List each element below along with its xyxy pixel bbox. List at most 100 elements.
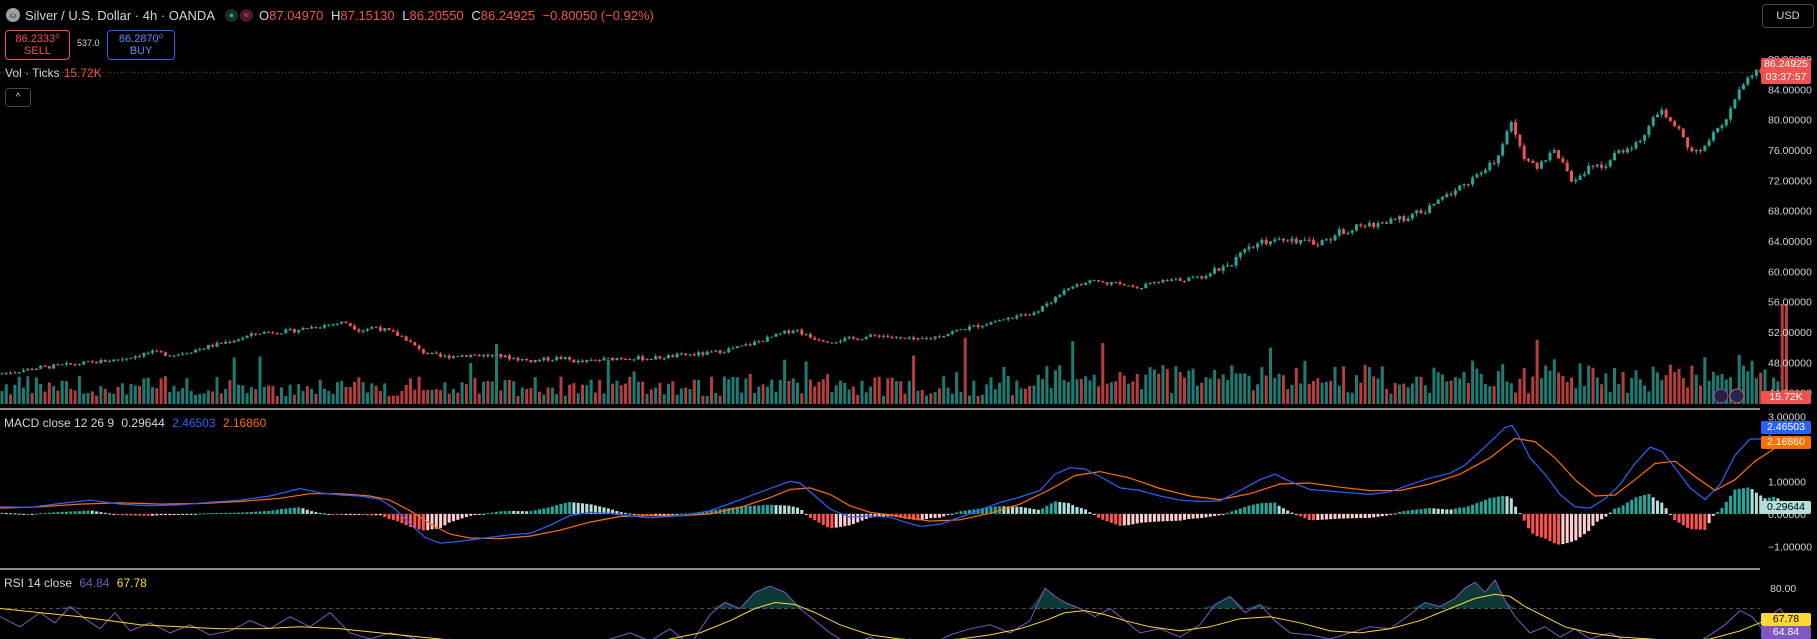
volume-bar [1449,380,1453,404]
macd-histogram-bar [1355,513,1358,519]
volume-bar [877,376,881,404]
candle-body [1686,137,1690,148]
macd-histogram-bar [1006,506,1010,514]
candle-body [447,355,451,359]
macd-legend[interactable]: MACD close 12 26 9 0.29644 2.46503 2.168… [4,416,267,430]
volume-bar [86,392,90,404]
macd-histogram-bar [206,513,210,515]
volume-bar [456,392,460,404]
volume-bar [335,382,339,404]
volume-bar [1630,378,1634,404]
macd-histogram-bar [56,512,60,514]
candle-body [937,336,941,338]
macd-histogram-bar [39,513,43,515]
us-flag-icon [1729,388,1745,404]
buy-button[interactable]: 86.2870⁰ BUY [107,30,175,60]
macd-histogram-bar [374,513,378,516]
volume-legend[interactable]: Vol · Ticks 15.72K [5,66,102,80]
volume-bar [757,386,761,404]
candle-body [843,338,847,342]
candle-body [1484,170,1487,173]
macd-histogram-bar [1324,513,1328,520]
rsi-legend[interactable]: RSI 14 close 64.84 67.78 [4,576,147,590]
volume-bar [963,337,967,404]
candle-body [942,335,946,338]
candle-body [400,335,404,337]
volume-bar [56,390,60,404]
volume-bar [576,393,580,404]
volume-bar [1389,393,1393,404]
macd-histogram-bar [228,512,232,514]
volume-bar [1535,339,1539,404]
volume-bar [1711,371,1715,404]
macd-histogram-bar [512,510,516,514]
volume-bar [1363,364,1367,404]
candle-body [404,336,408,341]
volume-bar [1333,366,1337,404]
volume-bar [95,395,99,404]
macd-histogram-bar [310,511,314,514]
candle-body [1389,218,1393,224]
volume-bar [1453,377,1457,404]
macd-histogram-bar [636,513,640,515]
volume-bar [628,376,632,404]
volume-bar [495,343,498,404]
candle-body [929,338,933,340]
macd-histogram-bar [73,511,77,514]
volume-bar [443,382,447,404]
volume-bar [1634,370,1638,404]
volume-bar [817,381,821,404]
volume-bar [1398,384,1401,404]
macd-histogram-bar [357,513,361,515]
volume-bar [69,388,73,404]
silver-coin-icon: ⛀ [6,8,20,22]
candle-body [581,360,584,362]
candle-body [662,358,666,360]
volume-bar [1183,377,1186,404]
macd-histogram-bar [387,513,391,520]
collapse-indicators-button[interactable]: ^ [5,88,31,107]
candle-body [1217,268,1221,271]
volume-bar [1015,380,1019,404]
candle-body [1260,239,1264,244]
volume-bar [1484,384,1487,404]
currency-selector[interactable]: USD [1762,4,1814,28]
macd-histogram-bar [731,507,735,514]
macd-histogram-bar [839,513,842,527]
volume-bar [1221,374,1225,404]
candle-body [826,341,830,343]
macd-histogram-bar [1135,513,1139,524]
macd-histogram-bar [559,503,563,514]
volume-bar [142,378,146,404]
volume-bar [249,387,253,404]
macd-histogram-bar [671,513,675,515]
volume-bar [460,382,464,404]
candle-body [1398,216,1401,220]
candle-body [1247,246,1251,250]
volume-bar [843,383,847,404]
candle-body [1432,203,1436,206]
macd-histogram-bar [1419,509,1423,514]
volume-bar [108,392,111,404]
sell-button[interactable]: 86.2333⁰ SELL [5,30,70,60]
candle-body [456,356,460,358]
candle-body [602,358,606,361]
symbol-title[interactable]: Silver / U.S. Dollar · 4h · OANDA [25,7,215,23]
candle-body [507,355,511,360]
macd-histogram-bar [327,513,331,515]
candle-body [1561,158,1565,163]
candle-body [473,354,477,356]
volume-bar [1668,364,1672,404]
data-flag-icon[interactable]: ≈ [240,8,253,22]
macd-histogram-bar [1122,513,1126,526]
macd-histogram-bar [1058,502,1062,514]
volume-bar [224,388,228,404]
macd-histogram-bar [1281,508,1285,514]
market-open-icon[interactable]: ● [225,8,238,22]
low-value: 86.20550 [409,7,464,23]
volume-bar [1264,375,1268,404]
candle-body [654,356,658,360]
candle-body [331,324,335,326]
macd-histogram-bar [1539,513,1543,538]
